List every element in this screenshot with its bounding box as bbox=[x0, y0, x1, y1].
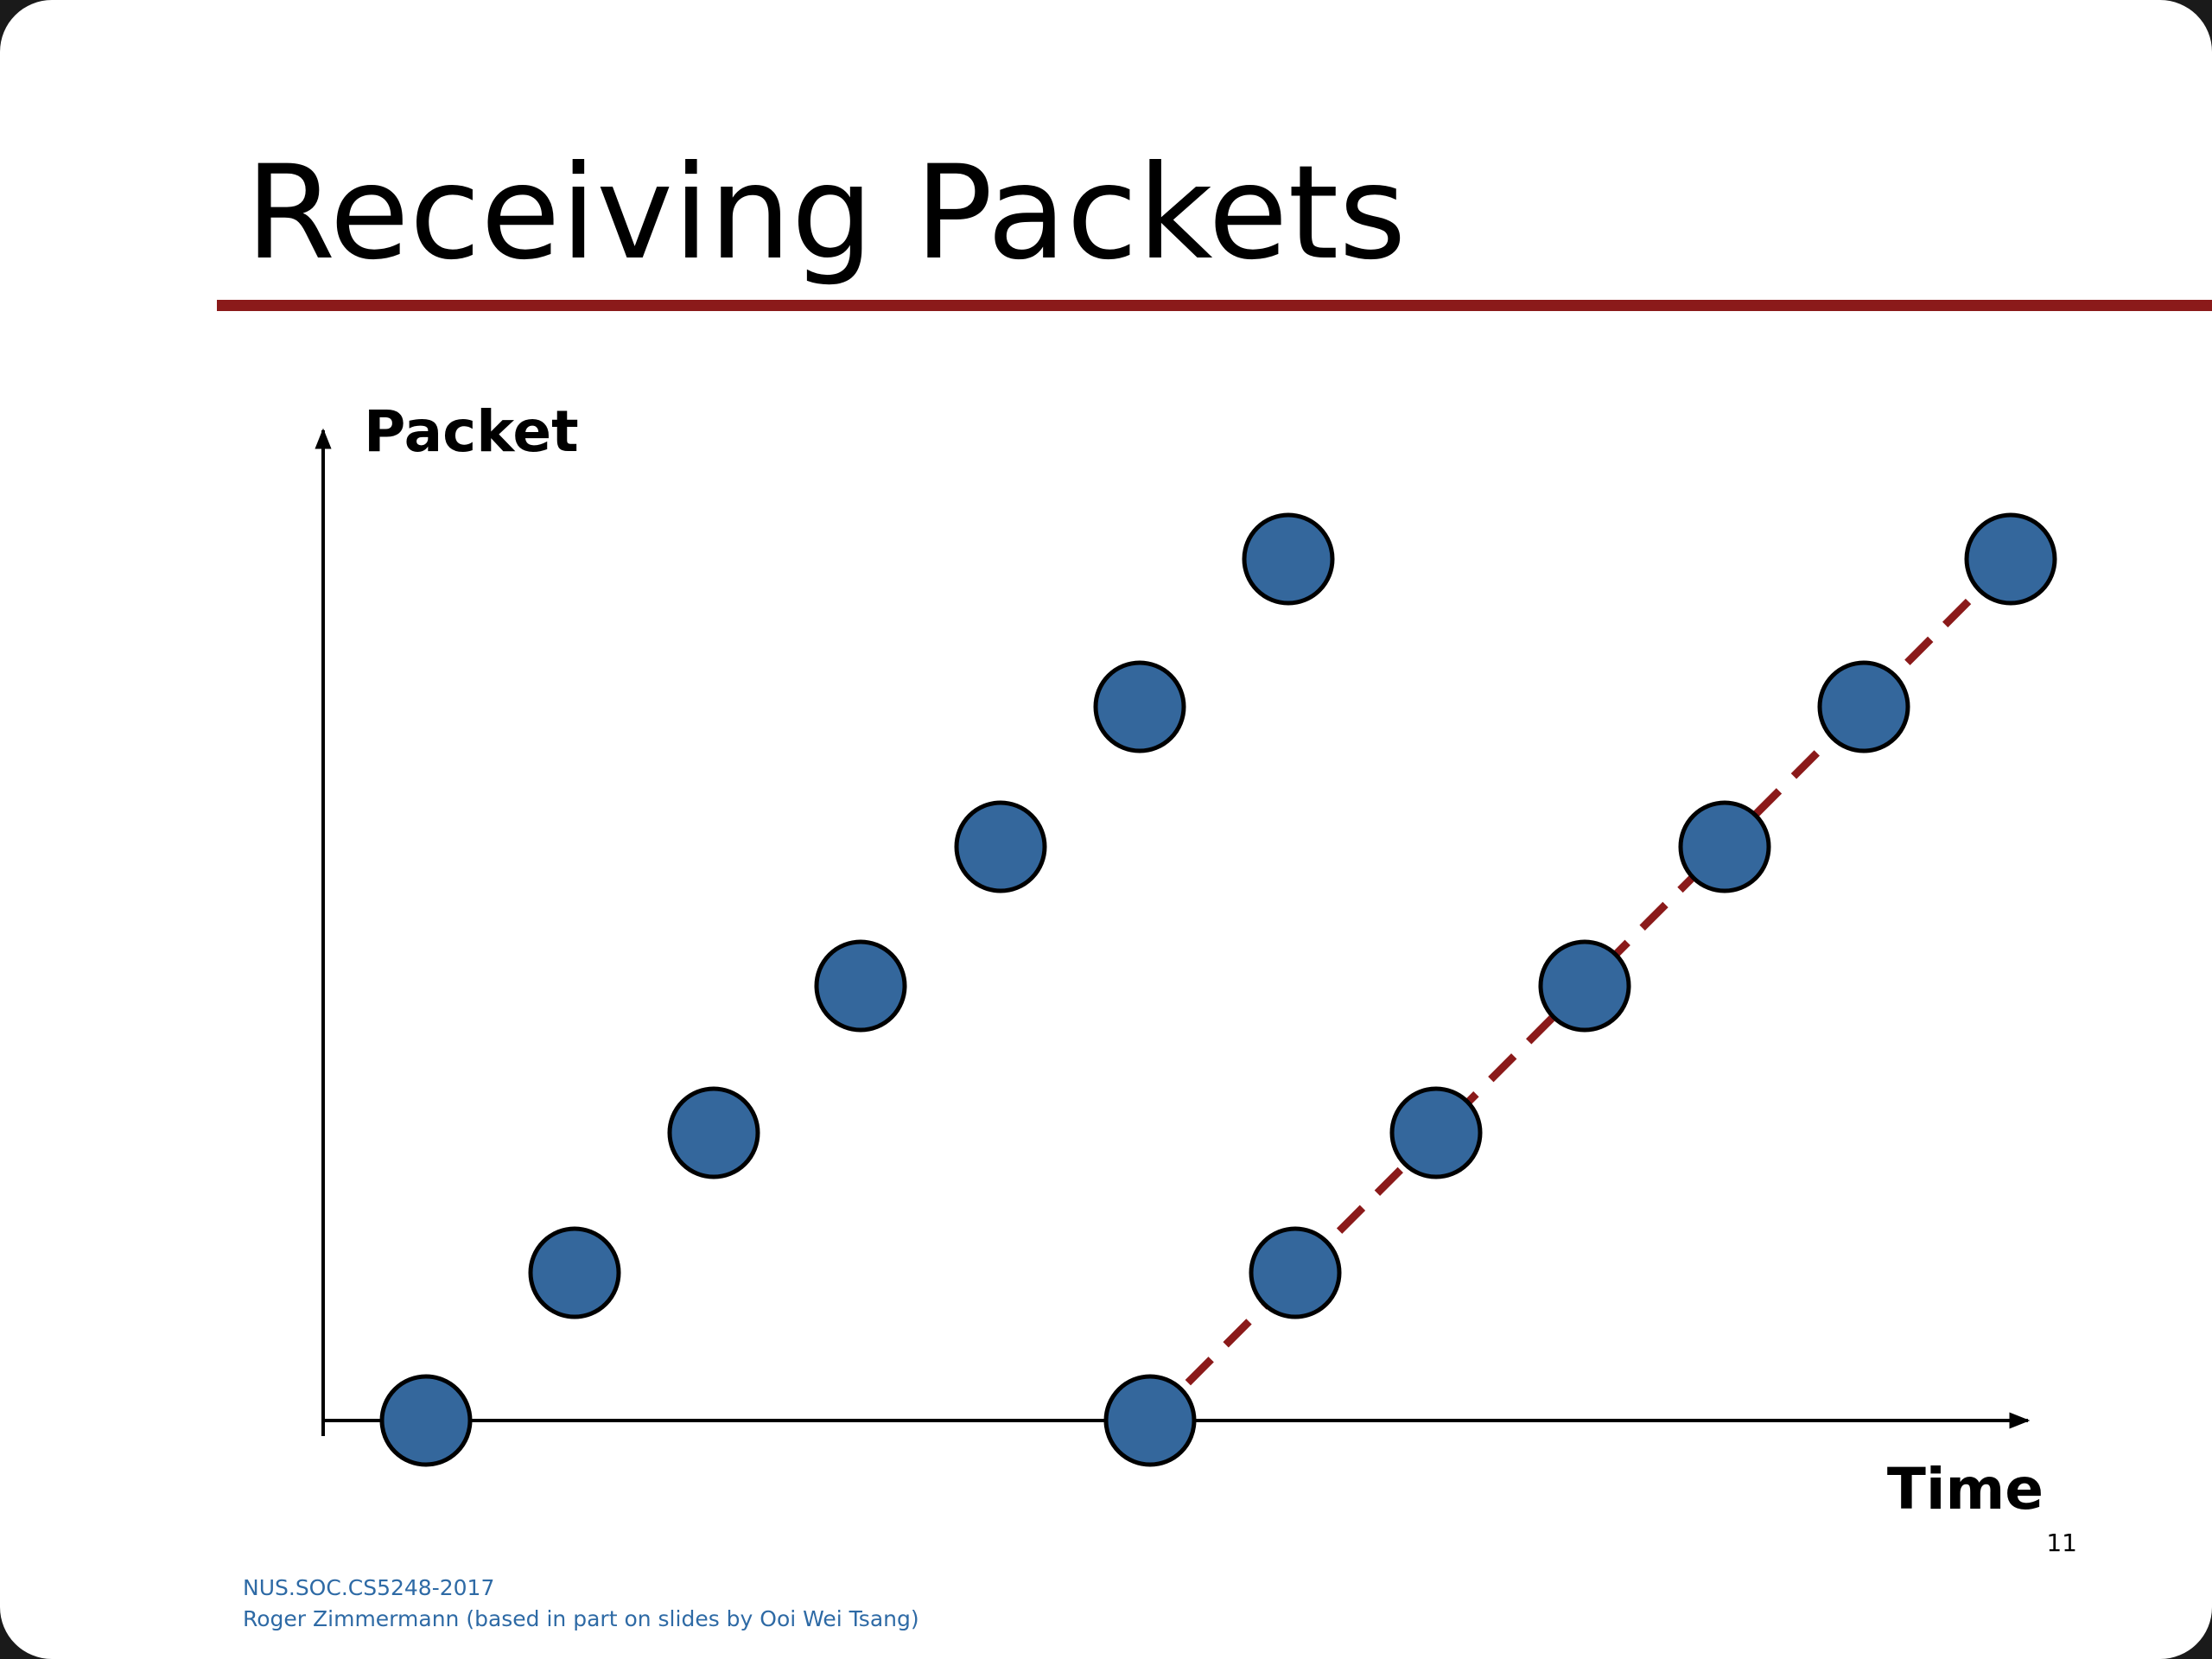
packet bbox=[379, 1374, 473, 1467]
packet bbox=[1538, 939, 1631, 1033]
title-rule bbox=[217, 300, 2212, 311]
packet bbox=[1093, 660, 1186, 753]
packet bbox=[1964, 512, 2057, 606]
footer-author: Roger Zimmermann (based in part on slide… bbox=[243, 1606, 919, 1631]
footer-course: NUS.SOC.CS5248-2017 bbox=[243, 1575, 494, 1600]
packet bbox=[1389, 1086, 1483, 1179]
packet bbox=[954, 800, 1047, 893]
y-axis-label: Packet bbox=[364, 398, 579, 465]
packet bbox=[1678, 800, 1771, 893]
packet bbox=[528, 1226, 621, 1319]
packet bbox=[1242, 512, 1335, 606]
packet bbox=[1103, 1374, 1197, 1467]
packet bbox=[814, 939, 907, 1033]
packet bbox=[1249, 1226, 1342, 1319]
packet bbox=[1817, 660, 1910, 753]
played-packets bbox=[1103, 512, 2057, 1467]
page-number: 11 bbox=[2046, 1529, 2077, 1557]
packet bbox=[667, 1086, 760, 1179]
x-axis-label: Time bbox=[1887, 1456, 2044, 1522]
slide-title: Receiving Packets bbox=[245, 138, 1406, 289]
sent-packets bbox=[379, 512, 1335, 1467]
